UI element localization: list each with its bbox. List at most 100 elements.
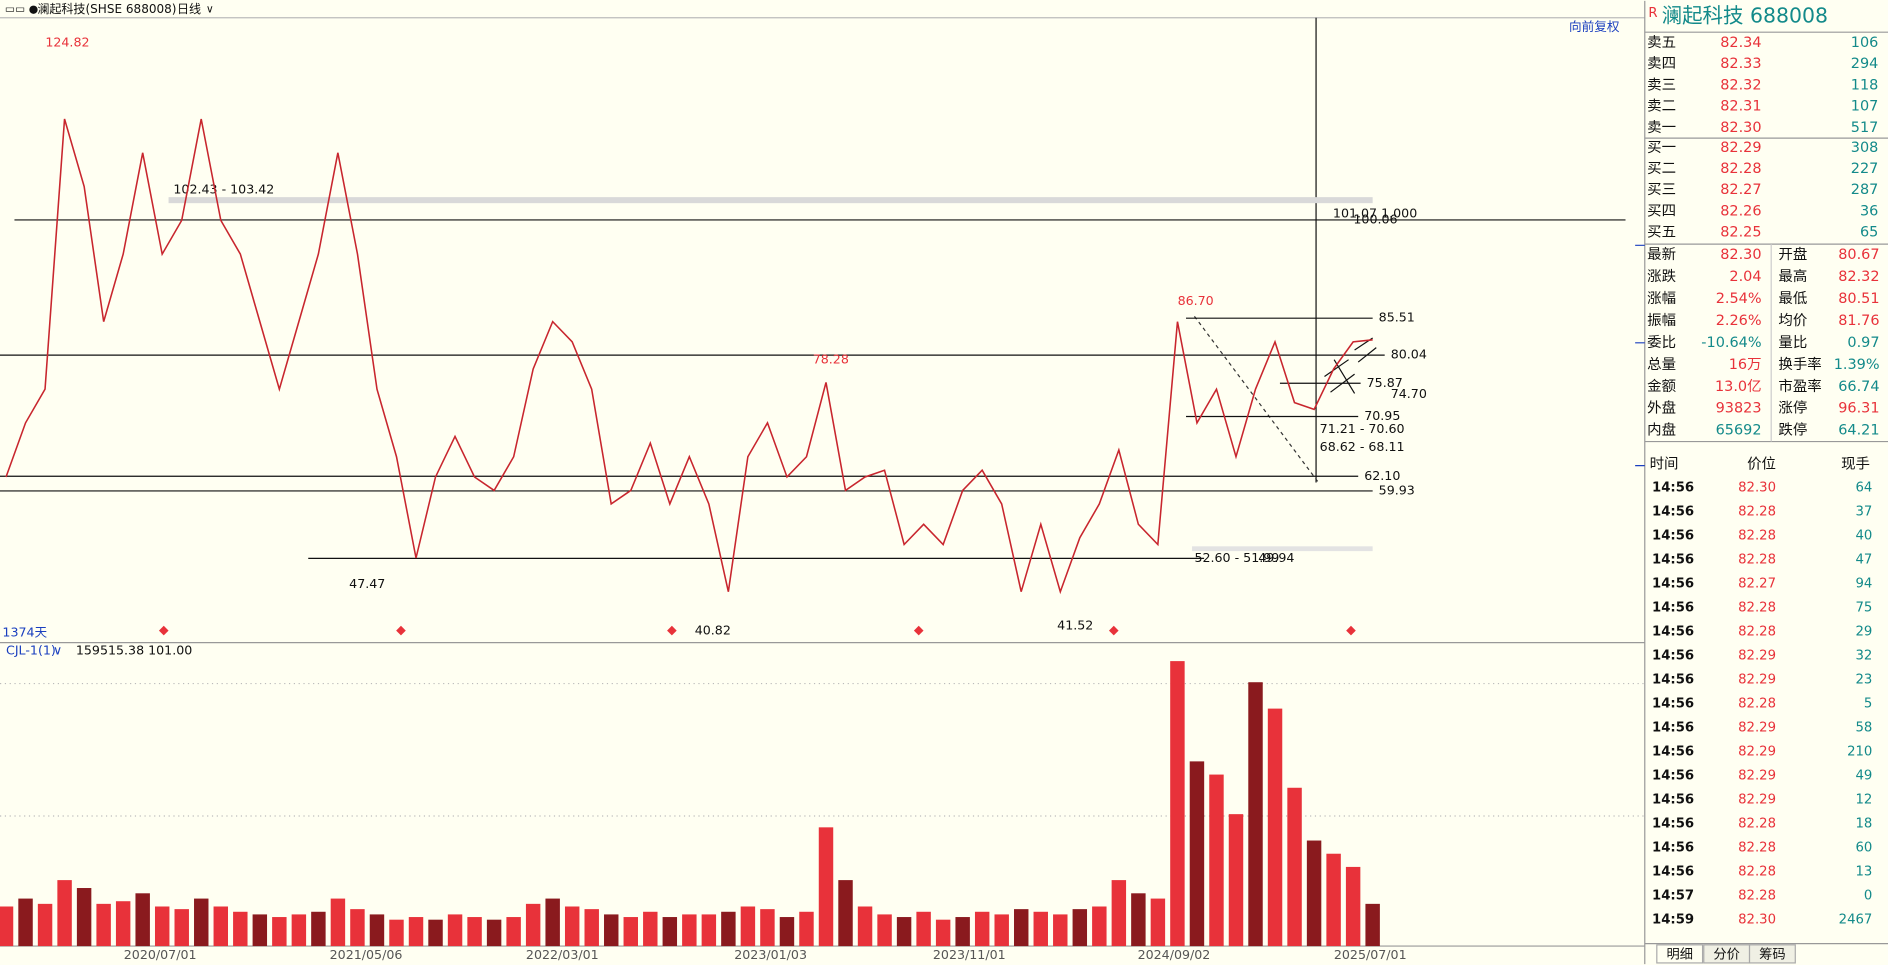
- trade-time: 14:56: [1652, 552, 1694, 567]
- stat-label: 均价: [1778, 312, 1807, 329]
- trade-volume: 40: [1856, 528, 1873, 543]
- volume-bar: [584, 909, 599, 947]
- trade-volume: 37: [1856, 504, 1873, 519]
- trade-time: 14:57: [1652, 888, 1694, 903]
- volume-bar: [916, 911, 931, 947]
- tab-label[interactable]: 明细: [1666, 947, 1692, 963]
- trade-header: 时间: [1650, 455, 1679, 472]
- edge-marks: [1635, 244, 1645, 467]
- trade-time: 14:56: [1652, 792, 1694, 807]
- stat-label: 市盈率: [1778, 378, 1821, 395]
- level-label: 62.10: [1364, 468, 1400, 483]
- book-label: 卖四: [1647, 55, 1676, 72]
- stat-value: -10.64%: [1701, 335, 1761, 351]
- indicator-caret[interactable]: ∨: [53, 643, 62, 658]
- period-caret[interactable]: ∨: [206, 2, 214, 15]
- stat-label: 涨跌: [1647, 268, 1676, 285]
- date-label: 2022/03/01: [526, 947, 599, 962]
- adjust-mode[interactable]: 向前复权: [1569, 19, 1620, 34]
- annotation: 102.43 - 103.42: [173, 181, 274, 196]
- tab[interactable]: [1748, 944, 1796, 964]
- date-label: 2020/07/01: [124, 947, 197, 962]
- book-volume: 65: [1860, 225, 1878, 241]
- date-label: 2021/05/06: [330, 947, 403, 962]
- extreme-label: 47.47: [349, 576, 385, 591]
- date-label: 2024/09/02: [1138, 947, 1211, 962]
- stat-label: 最低: [1778, 290, 1807, 307]
- stat-value: 2.26%: [1716, 313, 1762, 329]
- volume-bar: [96, 903, 111, 947]
- annotation: 71.21 - 70.60: [1320, 421, 1405, 436]
- volume-bar: [1150, 898, 1166, 947]
- volume-bar: [564, 906, 580, 947]
- volume-bar: [213, 906, 229, 947]
- book-label: 买三: [1647, 181, 1676, 198]
- trade-price: 82.28: [1738, 864, 1776, 879]
- trade-time: 14:56: [1652, 816, 1694, 831]
- trade-time: 14:56: [1652, 672, 1694, 687]
- trade-price: 82.29: [1738, 744, 1776, 759]
- trade-price: 82.28: [1738, 888, 1776, 903]
- volume-bar: [18, 898, 33, 947]
- volume-bar: [1209, 774, 1224, 947]
- stat-value: 64.21: [1838, 423, 1879, 439]
- tab[interactable]: [1656, 944, 1704, 964]
- annotation: 52.60 - 51.99: [1194, 550, 1279, 565]
- toolbar-icon: ▭▭ ●: [5, 2, 38, 15]
- stat-label: 内盘: [1647, 421, 1676, 439]
- volume-bar: [291, 914, 307, 947]
- date-label: 2025/07/01: [1334, 947, 1407, 962]
- volume-bar: [877, 914, 892, 947]
- volume-bar: [1267, 708, 1283, 947]
- zone-band: [1192, 546, 1373, 552]
- tab-label[interactable]: 筹码: [1759, 946, 1785, 963]
- trade-price: 82.29: [1738, 648, 1776, 663]
- volume-bar: [428, 919, 443, 947]
- trade-time: 14:56: [1652, 744, 1694, 759]
- volume-bar: [1111, 880, 1127, 947]
- volume-bar: [974, 911, 990, 947]
- period[interactable]: 日线: [177, 2, 201, 16]
- tab-label[interactable]: 分价: [1713, 947, 1739, 963]
- volume-bar: [818, 827, 834, 947]
- volume-bar: [545, 898, 560, 947]
- extreme-label: 86.70: [1178, 293, 1214, 308]
- stat-label: 换手率: [1778, 356, 1821, 373]
- level-label: 70.95: [1364, 408, 1400, 423]
- volume-bar: [525, 903, 541, 947]
- indicator-name[interactable]: CJL-1(1): [6, 643, 56, 658]
- trade-volume: 2467: [1839, 912, 1873, 927]
- book-volume: 227: [1851, 161, 1879, 177]
- volume-bar: [721, 911, 736, 947]
- indicator-value: 159515.38: [76, 643, 144, 658]
- volume-bar: [174, 909, 189, 947]
- volume-bar: [252, 914, 268, 947]
- book-label: 卖五: [1647, 34, 1676, 51]
- book-price: 82.28: [1720, 161, 1761, 177]
- annotation: 74.70: [1391, 386, 1427, 401]
- level-label: 80.04: [1391, 347, 1427, 362]
- stat-label: 外盘: [1647, 399, 1676, 417]
- volume-bar: [1053, 914, 1068, 947]
- annotation: 68.62 - 68.11: [1320, 439, 1405, 454]
- trade-price: 82.29: [1738, 768, 1776, 783]
- trade-time: 14:56: [1652, 720, 1694, 735]
- volume-bar: [135, 893, 150, 947]
- book-volume: 36: [1860, 203, 1878, 219]
- level-label: 49.94: [1258, 550, 1294, 565]
- book-volume: 308: [1851, 140, 1879, 156]
- trade-price: 82.28: [1738, 840, 1776, 855]
- volume-bar: [1365, 903, 1380, 947]
- trend-line: [1193, 315, 1319, 483]
- stat-label: 涨幅: [1647, 290, 1676, 307]
- book-price: 82.26: [1720, 203, 1761, 219]
- annotation: 101.07 1.000: [1333, 205, 1417, 220]
- trade-price: 82.29: [1738, 720, 1776, 735]
- trade-time: 14:56: [1652, 504, 1694, 519]
- volume-bar: [330, 898, 346, 947]
- extreme-label: 78.28: [813, 351, 849, 366]
- stat-value: 1.39%: [1834, 357, 1880, 373]
- stat-label: 开盘: [1778, 245, 1807, 263]
- trade-header: 价位: [1747, 455, 1776, 472]
- trade-volume: 60: [1856, 840, 1873, 855]
